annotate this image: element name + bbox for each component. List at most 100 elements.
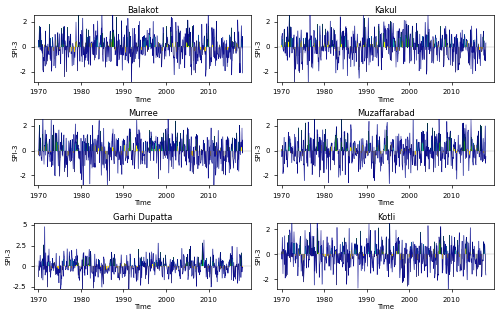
Bar <box>460 254 461 270</box>
Bar <box>341 119 342 150</box>
Bar <box>229 259 230 266</box>
Bar <box>75 124 76 150</box>
Bar <box>317 137 318 150</box>
Bar <box>60 265 61 266</box>
Bar <box>312 46 314 68</box>
Bar <box>400 37 401 46</box>
Bar <box>91 150 92 157</box>
Bar <box>107 150 108 186</box>
Bar <box>63 27 64 46</box>
Bar <box>432 46 433 53</box>
Bar <box>427 43 428 46</box>
Bar <box>391 46 392 61</box>
Bar <box>451 36 452 46</box>
Bar <box>405 42 406 46</box>
Bar <box>325 29 326 46</box>
Bar <box>406 146 407 150</box>
Bar <box>388 24 390 46</box>
Bar <box>418 46 420 71</box>
Bar <box>353 34 354 46</box>
Bar <box>417 150 418 170</box>
Bar <box>210 145 211 150</box>
Bar <box>430 40 432 46</box>
Bar <box>241 39 242 46</box>
Bar <box>222 137 224 150</box>
Bar <box>159 266 160 270</box>
Bar <box>129 142 130 150</box>
Bar <box>420 44 421 46</box>
Bar <box>148 46 149 50</box>
Bar <box>322 150 323 161</box>
Bar <box>460 33 461 46</box>
Bar <box>166 41 167 46</box>
Bar <box>132 266 134 269</box>
Bar <box>333 254 334 270</box>
Bar <box>208 140 210 150</box>
Bar <box>462 46 464 51</box>
Bar <box>478 131 479 150</box>
Bar <box>434 241 435 254</box>
Bar <box>288 25 290 46</box>
Bar <box>76 41 77 46</box>
Bar <box>154 37 156 46</box>
Bar <box>40 27 41 46</box>
Bar <box>287 254 288 275</box>
Bar <box>306 33 307 46</box>
Bar <box>337 254 338 256</box>
Bar <box>216 21 217 46</box>
Bar <box>214 150 216 156</box>
Bar <box>124 266 126 276</box>
Bar <box>429 254 430 257</box>
Bar <box>62 266 64 267</box>
Bar <box>470 150 471 152</box>
Bar <box>133 266 134 268</box>
Bar <box>102 150 103 164</box>
Bar <box>468 43 469 46</box>
Bar <box>313 150 314 165</box>
Bar <box>428 150 430 169</box>
Bar <box>86 46 88 52</box>
Bar <box>365 254 366 263</box>
Bar <box>138 249 139 266</box>
Bar <box>286 42 288 46</box>
Bar <box>392 254 394 260</box>
Bar <box>414 150 415 166</box>
Bar <box>158 258 159 266</box>
Bar <box>235 46 236 51</box>
Bar <box>52 150 54 165</box>
Bar <box>204 36 205 46</box>
Bar <box>236 266 237 267</box>
Bar <box>226 145 228 150</box>
Bar <box>66 266 67 267</box>
Bar <box>221 38 222 46</box>
Bar <box>60 142 61 150</box>
Bar <box>64 150 66 159</box>
Bar <box>358 46 360 78</box>
Bar <box>364 150 365 164</box>
Bar <box>168 266 170 274</box>
Bar <box>350 125 352 150</box>
Bar <box>284 148 286 150</box>
Bar <box>163 133 164 150</box>
Bar <box>235 41 236 46</box>
Bar <box>160 150 161 170</box>
Bar <box>484 142 486 150</box>
Bar <box>183 130 184 150</box>
Bar <box>130 46 131 57</box>
Bar <box>336 46 337 59</box>
Bar <box>200 263 201 266</box>
Bar <box>430 246 432 254</box>
Bar <box>448 137 450 150</box>
Bar <box>98 148 99 150</box>
Bar <box>160 264 162 266</box>
Bar <box>405 149 406 150</box>
Bar <box>398 244 400 254</box>
Bar <box>86 258 87 266</box>
Bar <box>94 150 96 167</box>
Bar <box>46 266 47 267</box>
Bar <box>41 150 42 157</box>
Bar <box>236 247 238 266</box>
Bar <box>421 254 422 273</box>
Bar <box>450 44 451 46</box>
Bar <box>295 149 296 150</box>
